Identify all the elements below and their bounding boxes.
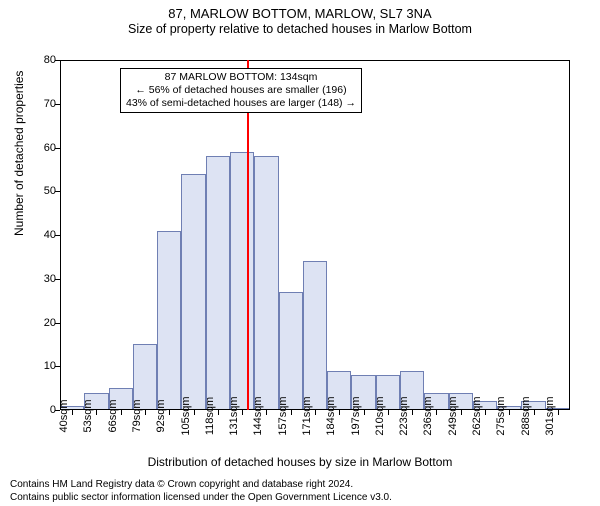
x-tick-mark bbox=[121, 410, 122, 415]
y-ticks: 01020304050607080 bbox=[0, 60, 60, 410]
footer-line-1: Contains HM Land Registry data © Crown c… bbox=[10, 479, 392, 492]
x-tick-mark bbox=[485, 410, 486, 415]
x-tick-mark bbox=[534, 410, 535, 415]
plot-area: 87 MARLOW BOTTOM: 134sqm← 56% of detache… bbox=[60, 60, 570, 410]
footer-line-2: Contains public sector information licen… bbox=[10, 492, 392, 505]
x-tick-mark bbox=[412, 410, 413, 415]
x-tick-mark bbox=[558, 410, 559, 415]
chart-title: 87, MARLOW BOTTOM, MARLOW, SL7 3NA bbox=[0, 6, 600, 21]
x-tick-mark bbox=[242, 410, 243, 415]
x-tick-mark bbox=[364, 410, 365, 415]
x-tick-mark bbox=[461, 410, 462, 415]
x-ticks: 40sqm53sqm66sqm79sqm92sqm105sqm118sqm131… bbox=[60, 410, 570, 460]
x-tick-mark bbox=[339, 410, 340, 415]
chart-container: 87, MARLOW BOTTOM, MARLOW, SL7 3NA Size … bbox=[0, 6, 600, 506]
annotation-box: 87 MARLOW BOTTOM: 134sqm← 56% of detache… bbox=[120, 68, 362, 113]
x-tick-mark bbox=[194, 410, 195, 415]
x-tick-mark bbox=[436, 410, 437, 415]
annotation-line: ← 56% of detached houses are smaller (19… bbox=[126, 84, 356, 97]
x-tick-mark bbox=[509, 410, 510, 415]
footer-attribution: Contains HM Land Registry data © Crown c… bbox=[10, 479, 392, 504]
x-tick-mark bbox=[315, 410, 316, 415]
annotation-line: 43% of semi-detached houses are larger (… bbox=[126, 97, 356, 110]
x-tick-mark bbox=[72, 410, 73, 415]
x-axis-label: Distribution of detached houses by size … bbox=[0, 455, 600, 469]
chart-subtitle: Size of property relative to detached ho… bbox=[0, 22, 600, 36]
x-tick-mark bbox=[266, 410, 267, 415]
x-tick-mark bbox=[169, 410, 170, 415]
x-tick-mark bbox=[218, 410, 219, 415]
x-tick-mark bbox=[388, 410, 389, 415]
x-tick-mark bbox=[145, 410, 146, 415]
x-tick-mark bbox=[291, 410, 292, 415]
x-tick-mark bbox=[96, 410, 97, 415]
annotation-line: 87 MARLOW BOTTOM: 134sqm bbox=[126, 71, 356, 84]
